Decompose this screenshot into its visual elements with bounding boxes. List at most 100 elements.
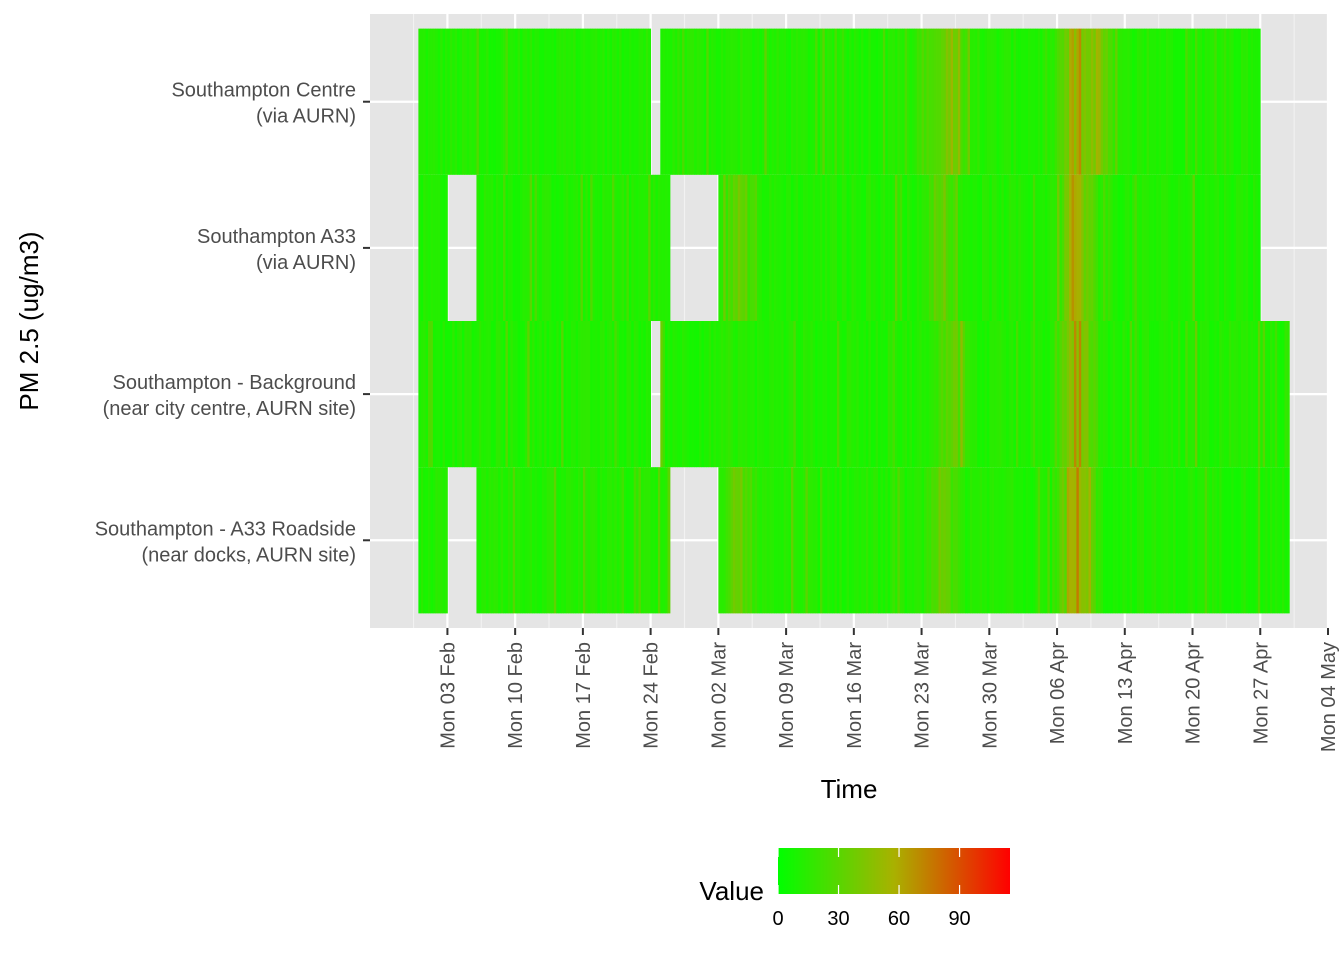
heatmap-cell (691, 321, 695, 468)
heatmap-cell (604, 28, 608, 175)
heatmap-cell (849, 467, 852, 614)
heatmap-cell (771, 467, 775, 614)
heatmap-cell (1103, 467, 1106, 614)
heatmap-cell (858, 28, 862, 175)
heatmap-cell (507, 321, 511, 468)
heatmap-cell (503, 321, 506, 468)
heatmap-cell (447, 321, 451, 468)
heatmap-cell (500, 321, 504, 468)
heatmap-cell (839, 174, 843, 321)
heatmap-cell (752, 28, 756, 175)
heatmap-cell (1248, 467, 1251, 614)
heatmap-cell (1136, 321, 1140, 468)
heatmap-cell (1175, 467, 1179, 614)
heatmap-cell (570, 174, 574, 321)
heatmap-cell (444, 174, 448, 321)
heatmap-cell (909, 28, 913, 175)
heatmap-cell (1090, 467, 1094, 614)
heatmap-cell (1202, 174, 1206, 321)
heatmap-cell (418, 467, 422, 614)
heatmap-cell (735, 28, 739, 175)
heatmap-cell (1030, 28, 1034, 175)
heatmap-cell (435, 174, 439, 321)
heatmap-cell (534, 467, 538, 614)
heatmap-cell (1078, 174, 1082, 321)
heatmap-cell (974, 467, 978, 614)
heatmap-cell (829, 467, 833, 614)
heatmap-cell (599, 321, 603, 468)
heatmap-cell (558, 467, 562, 614)
heatmap-cell (1226, 467, 1230, 614)
heatmap-cell (1083, 467, 1087, 614)
heatmap-cell (749, 467, 753, 614)
heatmap-cell (1228, 28, 1232, 175)
heatmap-cell (1243, 28, 1247, 175)
heatmap-cell (674, 321, 678, 468)
heatmap-cell (621, 28, 625, 175)
heatmap-cell (1148, 174, 1152, 321)
heatmap-cell (626, 321, 630, 468)
heatmap-cell (503, 467, 506, 614)
heatmap-cell (669, 321, 673, 468)
heatmap-cell (423, 467, 427, 614)
heatmap-cell (737, 28, 741, 175)
heatmap-cell (1011, 467, 1014, 614)
heatmap-cell (481, 28, 485, 175)
heatmap-cell (800, 467, 804, 614)
heatmap-cell (1032, 321, 1036, 468)
heatmap-cell (541, 467, 545, 614)
heatmap-cell (515, 28, 518, 175)
heatmap-cell (490, 28, 494, 175)
heatmap-cell (1173, 174, 1176, 321)
heatmap-cell (1199, 467, 1203, 614)
heatmap-cell (832, 28, 835, 175)
heatmap-cell (1163, 321, 1167, 468)
heatmap-cell (807, 467, 811, 614)
heatmap-cell (648, 28, 652, 175)
heatmap-cell (718, 174, 722, 321)
heatmap-cell (771, 28, 775, 175)
heatmap-cell (648, 321, 652, 468)
x-tick-label: Mon 17 Feb (573, 642, 595, 749)
heatmap-cell (943, 28, 947, 175)
heatmap-cell (732, 321, 736, 468)
heatmap-cell (873, 174, 877, 321)
heatmap-cell (950, 321, 954, 468)
heatmap-cell (800, 321, 804, 468)
heatmap-cell (1008, 28, 1012, 175)
heatmap-cell (1144, 321, 1147, 468)
heatmap-cell (476, 467, 480, 614)
heatmap-cell (1202, 321, 1206, 468)
heatmap-cell (614, 28, 618, 175)
heatmap-cell (1057, 467, 1060, 614)
heatmap-cell (653, 467, 656, 614)
heatmap-cell (761, 174, 765, 321)
heatmap-cell (1003, 28, 1007, 175)
heatmap-cell (931, 467, 935, 614)
heatmap-cell (967, 321, 971, 468)
heatmap-cell (1151, 321, 1155, 468)
heatmap-cell (863, 28, 867, 175)
heatmap-cell (597, 174, 601, 321)
heatmap-cell (706, 321, 710, 468)
heatmap-cell (512, 321, 516, 468)
heatmap-cell (774, 28, 777, 175)
heatmap-cell (844, 28, 847, 175)
heatmap-cell (539, 28, 543, 175)
heatmap-cell (428, 321, 431, 468)
heatmap-cell (1170, 321, 1174, 468)
heatmap-cell (984, 174, 988, 321)
heatmap-cell (1148, 467, 1152, 614)
heatmap-cell (778, 28, 782, 175)
x-tick-label: Mon 02 Mar (708, 642, 730, 749)
heatmap-cell (1190, 174, 1193, 321)
heatmap-cell (875, 467, 879, 614)
heatmap-cell (561, 174, 564, 321)
heatmap-cell (1173, 321, 1176, 468)
heatmap-cell (936, 28, 939, 175)
heatmap-cell (1001, 467, 1005, 614)
heatmap-cell (430, 28, 434, 175)
heatmap-cell (527, 321, 531, 468)
heatmap-cell (558, 28, 562, 175)
heatmap-cell (914, 174, 918, 321)
